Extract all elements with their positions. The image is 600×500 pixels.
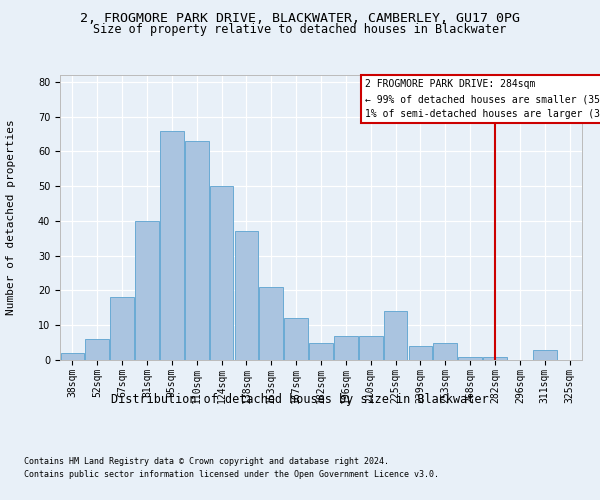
Bar [135, 221, 159, 360]
Text: Size of property relative to detached houses in Blackwater: Size of property relative to detached ho… [94, 22, 506, 36]
Text: 2, FROGMORE PARK DRIVE, BLACKWATER, CAMBERLEY, GU17 0PG: 2, FROGMORE PARK DRIVE, BLACKWATER, CAMB… [80, 12, 520, 26]
Bar [61, 353, 84, 360]
Bar [458, 356, 482, 360]
Text: Distribution of detached houses by size in Blackwater: Distribution of detached houses by size … [111, 392, 489, 406]
Bar [433, 342, 457, 360]
Text: 2 FROGMORE PARK DRIVE: 284sqm
← 99% of detached houses are smaller (359)
1% of s: 2 FROGMORE PARK DRIVE: 284sqm ← 99% of d… [365, 80, 600, 119]
Bar [185, 141, 209, 360]
Bar [259, 287, 283, 360]
Bar [235, 232, 258, 360]
Bar [334, 336, 358, 360]
Bar [110, 298, 134, 360]
Text: Contains HM Land Registry data © Crown copyright and database right 2024.: Contains HM Land Registry data © Crown c… [24, 458, 389, 466]
Bar [160, 130, 184, 360]
Bar [533, 350, 557, 360]
Bar [210, 186, 233, 360]
Bar [384, 312, 407, 360]
Text: Contains public sector information licensed under the Open Government Licence v3: Contains public sector information licen… [24, 470, 439, 479]
Bar [85, 339, 109, 360]
Bar [359, 336, 383, 360]
Y-axis label: Number of detached properties: Number of detached properties [5, 120, 16, 316]
Bar [409, 346, 432, 360]
Bar [309, 342, 333, 360]
Bar [284, 318, 308, 360]
Bar [483, 356, 507, 360]
